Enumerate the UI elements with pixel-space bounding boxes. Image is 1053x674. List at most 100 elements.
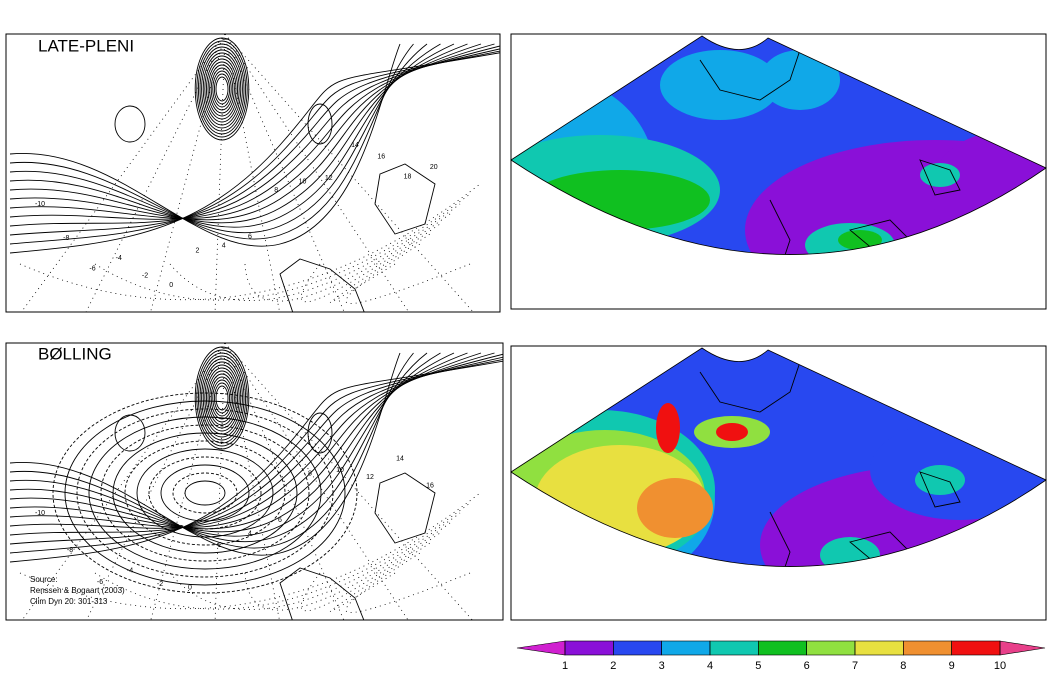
contour-label: 8 — [274, 187, 278, 194]
source-text: Source: — [30, 575, 58, 584]
graticule — [300, 532, 441, 612]
field-blob — [838, 230, 882, 250]
contour-line — [76, 408, 334, 578]
contour-label: 10 — [336, 467, 344, 474]
colorbar-segment — [564, 640, 614, 656]
colorbar-segment — [854, 640, 904, 656]
graticule — [244, 213, 451, 302]
field-blob — [915, 465, 965, 495]
contour-line — [215, 76, 229, 102]
contour-label: -4 — [127, 567, 133, 574]
contour-label: 16 — [377, 154, 385, 161]
field-blob — [656, 403, 680, 453]
contour-line — [9, 43, 401, 247]
contour-line — [197, 352, 247, 444]
contour-label: 2 — [196, 248, 200, 255]
colorbar-arrow — [516, 640, 566, 656]
contour-line — [9, 48, 500, 236]
contour-line — [9, 352, 455, 533]
panel-title: BØLLING — [38, 344, 112, 363]
contour-line — [114, 414, 146, 452]
contour-label: -10 — [35, 201, 45, 208]
contour-line — [9, 43, 482, 219]
contour-line — [196, 40, 248, 138]
colorbar-label: 1 — [562, 660, 568, 672]
contour-line — [213, 73, 231, 105]
contour-line — [9, 352, 482, 528]
coastline — [279, 567, 365, 620]
contour-line — [9, 43, 495, 220]
contour-line — [197, 43, 247, 135]
colorbar-segment — [613, 640, 662, 656]
contour-line — [202, 52, 242, 126]
contour-line — [201, 358, 243, 438]
contour-line — [205, 367, 239, 429]
colorbar-label: 9 — [949, 660, 955, 672]
contour-line — [194, 346, 250, 450]
contour-line — [112, 432, 298, 554]
contour-line — [199, 355, 245, 441]
contour-line — [201, 49, 243, 129]
sector-outline — [510, 347, 1047, 567]
contour-line — [136, 448, 274, 538]
contour-label: 6 — [248, 233, 252, 240]
contour-line — [9, 43, 414, 240]
contour-line — [9, 360, 503, 563]
coastline — [279, 258, 365, 312]
contour-line — [212, 70, 232, 108]
colorbar-arrow — [999, 640, 1046, 656]
contour-label: 4 — [222, 242, 226, 249]
contour-line — [9, 353, 503, 536]
contour-line — [114, 105, 146, 143]
colorbar-segment — [951, 640, 1001, 656]
graticule — [19, 492, 481, 610]
graticule — [214, 34, 226, 312]
contour-label: 12 — [366, 474, 374, 481]
contour-line — [9, 352, 401, 556]
graticule — [300, 223, 441, 303]
panel-title: LATE-PLENI — [38, 36, 134, 55]
sector-outline — [510, 35, 1047, 255]
contour-line — [172, 472, 238, 514]
contour-line — [148, 456, 262, 530]
colorbar-segment — [806, 640, 856, 656]
colorbar-label: 4 — [707, 660, 713, 672]
contour-line — [199, 46, 245, 132]
contour-line — [209, 373, 235, 423]
source-text: Renssen & Bogaart (2003) — [30, 586, 125, 595]
contour-line — [9, 50, 500, 245]
contour-line — [307, 412, 333, 454]
panel-frame — [5, 33, 501, 313]
contour-line — [100, 424, 310, 562]
colorbar-label: 2 — [610, 660, 616, 672]
contour-line — [9, 43, 428, 234]
contour-line — [184, 480, 226, 506]
contour-label: 0 — [169, 282, 173, 289]
contour-label: 18 — [404, 173, 412, 180]
contour-line — [64, 400, 346, 586]
coastline — [699, 49, 961, 255]
contour-line — [88, 416, 322, 570]
graticule — [224, 34, 410, 312]
coastline — [374, 163, 436, 235]
contour-line — [210, 376, 234, 420]
contour-label: 14 — [351, 142, 359, 149]
source-text: Clim Dyn 20: 301-313 — [30, 597, 108, 606]
contour-line — [9, 352, 441, 537]
colorbar-label: 6 — [804, 660, 810, 672]
coastline — [374, 472, 436, 544]
contour-line — [9, 43, 441, 228]
colorbar-segment — [903, 640, 952, 656]
graticule — [214, 343, 226, 620]
field-blob — [760, 50, 840, 110]
contour-label: -8 — [63, 235, 69, 242]
contour-line — [194, 37, 250, 141]
contour-label: -4 — [116, 255, 122, 262]
graticule — [85, 34, 226, 312]
contour-label: 6 — [278, 517, 282, 524]
contour-line — [204, 364, 240, 432]
contour-line — [307, 103, 333, 145]
contour-label: 12 — [325, 175, 333, 182]
contour-label: 10 — [299, 179, 307, 186]
